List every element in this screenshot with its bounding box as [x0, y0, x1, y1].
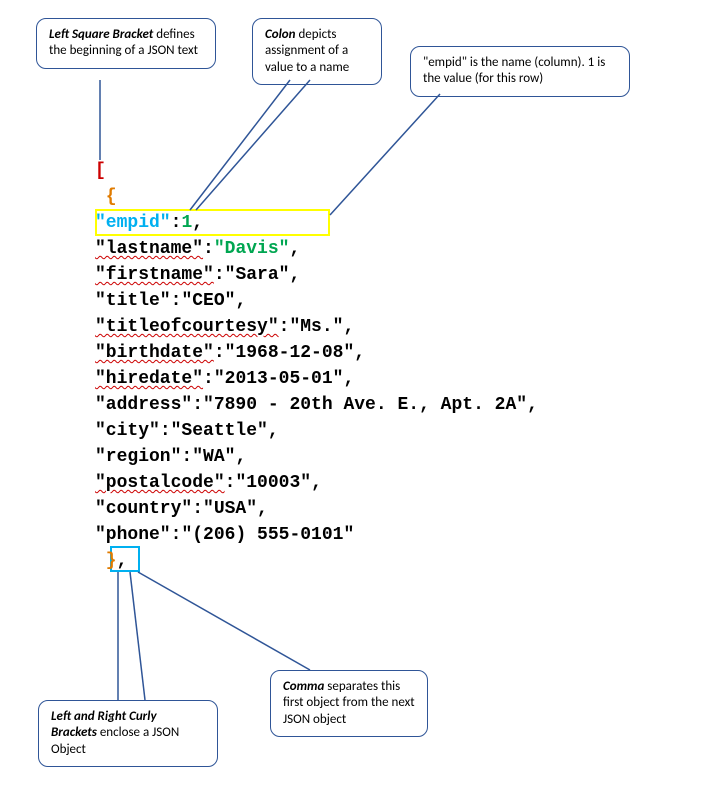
- json-key: "birthdate": [95, 343, 214, 363]
- json-value: "2013-05-01": [214, 369, 344, 389]
- code-line-8: "city":"Seattle",: [95, 418, 538, 444]
- code-line-3: "title":"CEO",: [95, 288, 538, 314]
- json-value: "USA": [203, 499, 257, 519]
- json-value: "WA": [192, 447, 235, 467]
- json-key: "region": [95, 447, 181, 467]
- code-line-7: "address":"7890 - 20th Ave. E., Apt. 2A"…: [95, 392, 538, 418]
- json-key: "country": [95, 499, 192, 519]
- callout-empid: "empid" is the name (column). 1 is the v…: [410, 46, 630, 97]
- callout-empid-text: "empid" is the name (column). 1 is the v…: [423, 55, 605, 86]
- json-key: "firstname": [95, 265, 214, 285]
- json-value: "1968-12-08": [225, 343, 355, 363]
- json-key: "postalcode": [95, 473, 225, 493]
- json-key: "hiredate": [95, 369, 203, 389]
- code-open-brace: {: [95, 184, 538, 210]
- json-key: "titleofcourtesy": [95, 317, 279, 337]
- callout-left-bracket: Left Square Bracket defines the beginnin…: [36, 18, 216, 69]
- code-line-11: "country":"USA",: [95, 496, 538, 522]
- json-key: "address": [95, 395, 192, 415]
- code-close-brace: },: [95, 548, 538, 574]
- code-line-5: "birthdate":"1968-12-08",: [95, 340, 538, 366]
- code-line-1: "lastname":"Davis",: [95, 236, 538, 262]
- json-key: "lastname": [95, 239, 203, 259]
- callout-left-bracket-prefix: Left Square Bracket: [49, 27, 153, 42]
- json-value: "Sara": [225, 265, 290, 285]
- json-value: "Ms.": [289, 317, 343, 337]
- json-value: "Seattle": [171, 421, 268, 441]
- code-line-10: "postalcode":"10003",: [95, 470, 538, 496]
- code-line-2: "firstname":"Sara",: [95, 262, 538, 288]
- json-key: "city": [95, 421, 160, 441]
- json-value: "10003": [235, 473, 311, 493]
- callout-colon-prefix: Colon: [265, 27, 296, 42]
- callout-comma-prefix: Comma: [283, 679, 324, 694]
- json-value: "Davis": [214, 239, 290, 259]
- callout-colon: Colon depicts assignment of a value to a…: [252, 18, 382, 85]
- code-line-9: "region":"WA",: [95, 444, 538, 470]
- code-open-bracket: [: [95, 158, 538, 184]
- connector-line-6: [138, 572, 310, 670]
- connector-line-5: [130, 572, 145, 700]
- code-line-4: "titleofcourtesy":"Ms.",: [95, 314, 538, 340]
- json-value: 1: [181, 213, 192, 233]
- callout-curly: Left and Right Curly Brackets enclose a …: [38, 700, 218, 767]
- code-line-6: "hiredate":"2013-05-01",: [95, 366, 538, 392]
- json-code-block: [ {"empid":1,"lastname":"Davis","firstna…: [95, 158, 538, 574]
- code-line-12: "phone":"(206) 555-0101": [95, 522, 538, 548]
- json-value: "CEO": [181, 291, 235, 311]
- json-key: "phone": [95, 525, 171, 545]
- json-value: "(206) 555-0101": [181, 525, 354, 545]
- code-line-0: "empid":1,: [95, 210, 538, 236]
- json-key: "title": [95, 291, 171, 311]
- callout-comma: Comma separates this first object from t…: [270, 670, 428, 737]
- json-key: "empid": [95, 213, 171, 233]
- json-value: "7890 - 20th Ave. E., Apt. 2A": [203, 395, 527, 415]
